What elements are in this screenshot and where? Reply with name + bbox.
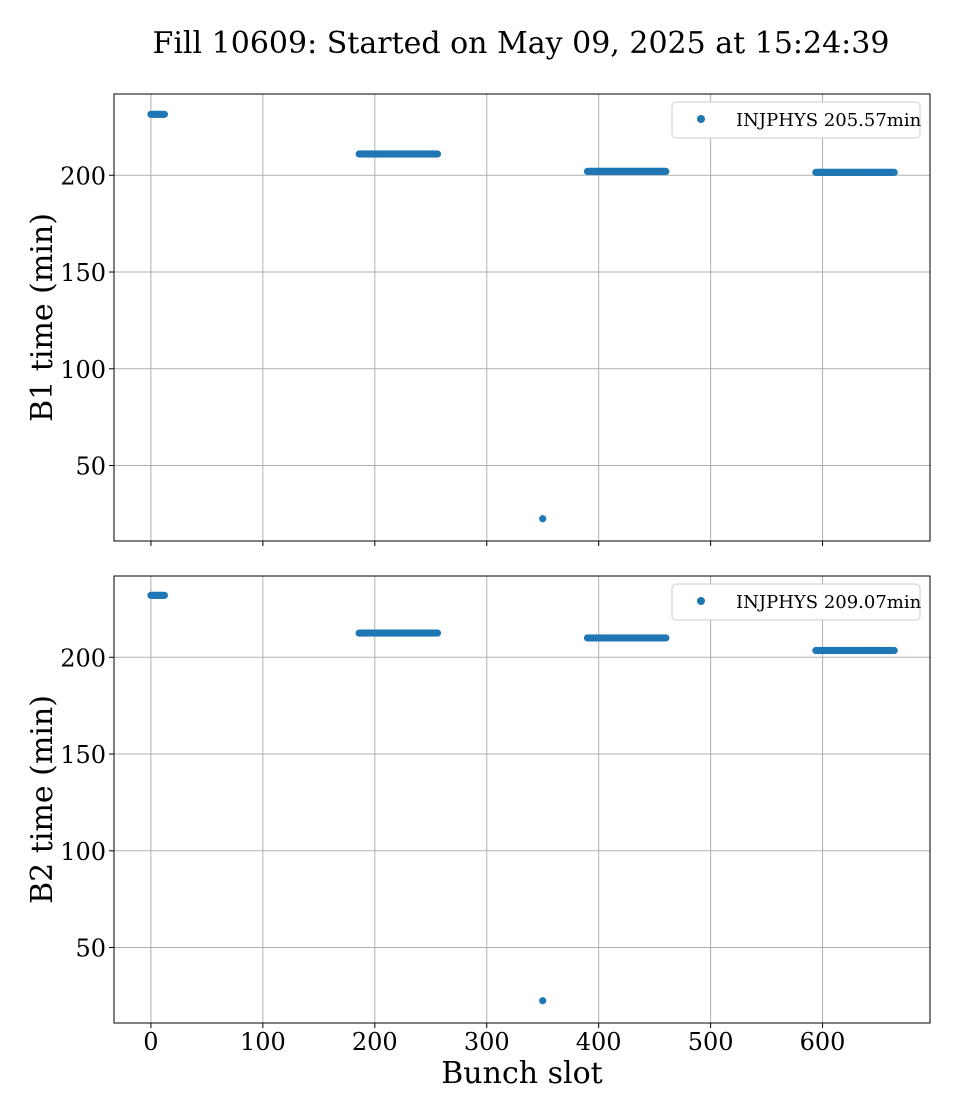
- b1-legend-marker: [697, 115, 705, 123]
- b1-data-point: [890, 168, 898, 176]
- b2-legend: INJPHYS 209.07min: [671, 583, 922, 621]
- b1-legend: INJPHYS 205.57min: [671, 101, 922, 139]
- b1-data-point: [539, 515, 547, 523]
- b1-ytick-label: 200: [60, 162, 106, 190]
- b2-xtick-label: 300: [464, 1028, 510, 1056]
- b2-legend-box: [671, 583, 921, 621]
- b2-legend-marker: [697, 597, 705, 605]
- b2-data-point: [539, 997, 547, 1005]
- b2-legend-label: INJPHYS 209.07min: [736, 592, 922, 613]
- b1-axes-frame: [113, 93, 931, 542]
- b1-data-points: [147, 110, 898, 523]
- b2-x-axis-label: Bunch slot: [441, 1056, 602, 1091]
- b2-ytick-label: 200: [60, 644, 106, 672]
- b1-legend-label: INJPHYS 205.57min: [736, 110, 922, 131]
- b2-xtick-label: 500: [688, 1028, 734, 1056]
- figure-title: Fill 10609: Started on May 09, 2025 at 1…: [153, 26, 890, 61]
- b1-legend-box: [671, 101, 921, 139]
- b2-data-point: [433, 629, 442, 637]
- b1-data-point: [433, 150, 442, 158]
- b2-data-points: [147, 591, 898, 1005]
- b2-ytick-label: 50: [75, 935, 106, 963]
- b2-data-point: [662, 634, 670, 642]
- b2-data-point: [890, 646, 898, 655]
- b1-ytick-label: 150: [60, 259, 106, 287]
- b2-xtick-label: 600: [800, 1028, 846, 1056]
- b1-y-axis-label: B1 time (min): [25, 213, 60, 422]
- b2-xtick-label: 0: [143, 1028, 158, 1056]
- b1-ytick-label: 100: [60, 356, 106, 384]
- b2-xtick-label: 100: [240, 1028, 286, 1056]
- b1-data-point: [160, 110, 168, 118]
- b2-ytick-label: 150: [60, 741, 106, 769]
- b2-y-axis-label: B2 time (min): [25, 695, 60, 904]
- b2-xtick-label: 400: [576, 1028, 622, 1056]
- b2-xtick-label: 200: [352, 1028, 398, 1056]
- b2-ytick-label: 100: [60, 838, 106, 866]
- b2-axes-frame: [113, 575, 931, 1024]
- b2-data-point: [160, 591, 168, 599]
- b1-data-point: [662, 167, 670, 176]
- b1-ytick-label: 50: [75, 453, 106, 481]
